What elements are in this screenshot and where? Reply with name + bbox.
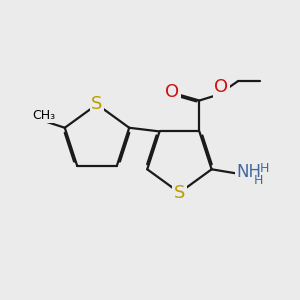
Text: S: S: [174, 184, 185, 202]
Text: S: S: [91, 95, 103, 113]
Text: O: O: [214, 78, 229, 96]
Text: NH: NH: [236, 163, 261, 181]
Text: O: O: [165, 83, 179, 101]
Text: H: H: [260, 162, 269, 175]
Text: CH₃: CH₃: [32, 109, 55, 122]
Text: H: H: [254, 174, 263, 187]
